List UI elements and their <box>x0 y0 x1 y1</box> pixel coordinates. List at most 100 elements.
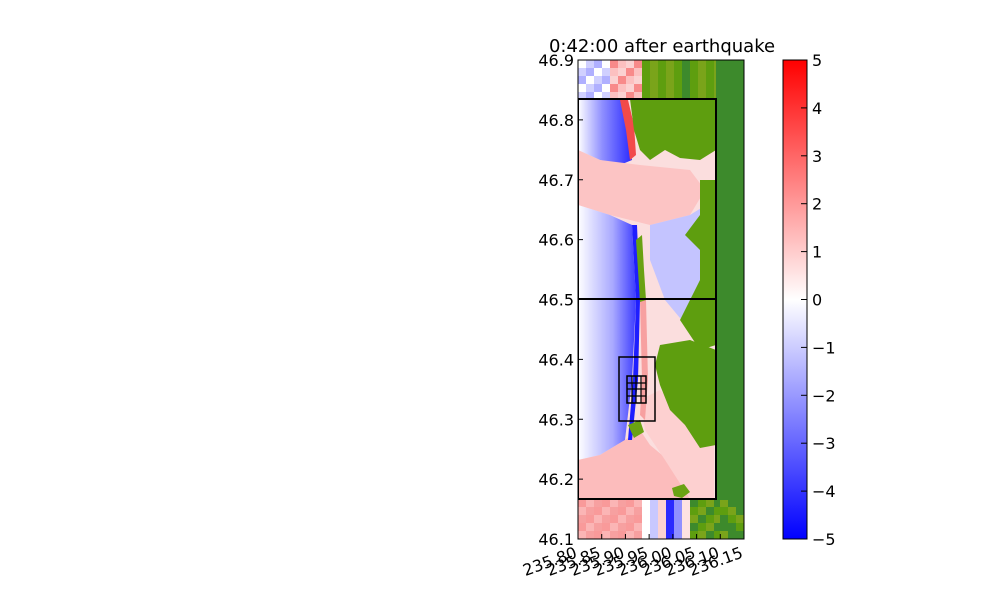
coarse-cell <box>602 84 610 92</box>
coarse-cell <box>650 84 658 92</box>
coarse-cell <box>714 507 722 515</box>
coarse-cell <box>642 523 650 531</box>
coarse-cell <box>610 499 618 507</box>
coarse-cell <box>698 92 706 100</box>
coarse-cell <box>698 499 706 507</box>
coarse-cell <box>578 515 586 523</box>
coarse-cell <box>586 499 594 507</box>
colorbar-tick-label: 4 <box>812 99 822 118</box>
coarse-cell <box>634 84 642 92</box>
coarse-cell <box>602 92 610 100</box>
coarse-cell <box>698 84 706 92</box>
coarse-cell <box>706 76 714 84</box>
coarse-cell <box>698 507 706 515</box>
coarse-cell <box>650 515 658 523</box>
coarse-cell <box>658 92 666 100</box>
coarse-cell <box>736 531 744 539</box>
coarse-cell <box>728 531 736 539</box>
coarse-cell <box>706 507 714 515</box>
coarse-cell <box>594 84 602 92</box>
coarse-cell <box>578 68 586 76</box>
coarse-cell <box>586 523 594 531</box>
y-tick-label: 46.3 <box>538 410 574 429</box>
coarse-cell <box>666 515 674 523</box>
coarse-cell <box>728 515 736 523</box>
coarse-cell <box>642 92 650 100</box>
coarse-cell <box>626 92 634 100</box>
coarse-cell <box>666 68 674 76</box>
coarse-cell <box>698 60 706 68</box>
coarse-cell <box>728 507 736 515</box>
coarse-cell <box>602 523 610 531</box>
land-spit <box>628 420 644 438</box>
coarse-cell <box>618 68 626 76</box>
coarse-cell <box>682 523 690 531</box>
coarse-cell <box>720 499 728 507</box>
coarse-cell <box>618 523 626 531</box>
coarse-cell <box>674 76 682 84</box>
coarse-cell <box>642 499 650 507</box>
coarse-cell <box>586 531 594 539</box>
coarse-cell <box>650 92 658 100</box>
coarse-cell <box>682 515 690 523</box>
coarse-cell <box>698 523 706 531</box>
coarse-cell <box>650 68 658 76</box>
coarse-cell <box>602 60 610 68</box>
coarse-cell <box>602 76 610 84</box>
coarse-cell <box>618 92 626 100</box>
coarse-cell <box>736 523 744 531</box>
coarse-cell <box>586 515 594 523</box>
offshore-trough-north <box>578 99 632 165</box>
nearshore-crest-north <box>620 100 636 160</box>
coarse-cell <box>618 499 626 507</box>
coarse-cell <box>578 531 586 539</box>
coarse-cell <box>642 84 650 92</box>
coarse-cell <box>658 84 666 92</box>
coarse-cell <box>642 60 650 68</box>
coarse-cell <box>698 76 706 84</box>
coarse-cell <box>610 523 618 531</box>
coarse-cell <box>626 523 634 531</box>
coarse-cell <box>658 60 666 68</box>
coarse-cell <box>720 531 728 539</box>
coarse-cell <box>682 92 690 100</box>
coarse-cell <box>658 68 666 76</box>
coarse-cell <box>682 84 690 92</box>
colorbar-tick-label: 5 <box>812 51 822 70</box>
coarse-cell <box>578 523 586 531</box>
colorbar-tick-label: −1 <box>812 338 836 357</box>
coarse-cell <box>602 531 610 539</box>
coarse-cell <box>720 515 728 523</box>
coarse-cell <box>618 76 626 84</box>
coarse-cell <box>674 60 682 68</box>
coarse-cell <box>658 76 666 84</box>
coarse-cell <box>698 531 706 539</box>
coarse-cell <box>706 60 714 68</box>
coarse-cell <box>690 531 698 539</box>
coarse-cell <box>626 60 634 68</box>
coarse-cell <box>682 60 690 68</box>
plot-area <box>578 60 744 539</box>
coarse-cell <box>594 531 602 539</box>
grid-patch-level3 <box>618 356 656 422</box>
coarse-cell <box>666 76 674 84</box>
coarse-cell <box>642 68 650 76</box>
coarse-cell <box>634 68 642 76</box>
coarse-cell <box>674 531 682 539</box>
colorbar-tick-label: 2 <box>812 195 822 214</box>
coarse-cell <box>658 515 666 523</box>
coarse-cell <box>626 515 634 523</box>
coarse-cell <box>682 76 690 84</box>
coarse-cell <box>586 76 594 84</box>
coarse-cell <box>682 507 690 515</box>
colorbar-tick-label: 3 <box>812 147 822 166</box>
coarse-cell <box>714 499 722 507</box>
coarse-cell <box>626 76 634 84</box>
coarse-cell <box>618 507 626 515</box>
coarse-cell <box>658 499 666 507</box>
coarse-cell <box>682 68 690 76</box>
coarse-cell <box>682 499 690 507</box>
coarse-cell <box>666 499 674 507</box>
coarse-cell <box>634 499 642 507</box>
